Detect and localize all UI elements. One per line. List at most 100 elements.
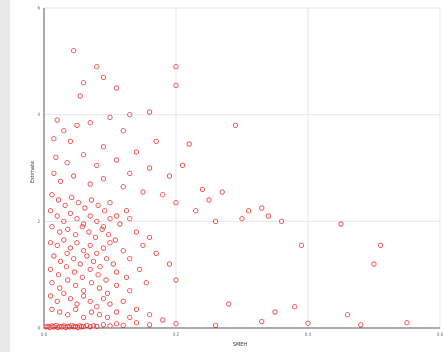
data-point [53, 154, 59, 160]
data-point [73, 282, 79, 288]
y-tick-label: 2 [37, 219, 40, 224]
data-point [87, 242, 93, 248]
data-point [57, 229, 63, 235]
data-point [71, 269, 78, 275]
data-point [55, 272, 62, 278]
data-point [74, 122, 80, 128]
data-point [117, 221, 123, 227]
data-point [305, 320, 311, 326]
data-point [54, 213, 60, 219]
data-point [96, 312, 103, 318]
data-point [62, 202, 68, 208]
x-axis-label: SMEH [233, 342, 248, 348]
data-point [226, 301, 232, 307]
data-point [73, 306, 79, 312]
data-point [107, 240, 113, 246]
data-point [100, 176, 107, 182]
data-point [100, 296, 107, 302]
data-point [160, 192, 166, 198]
y-tick-label: 6 [37, 6, 40, 11]
data-point [278, 218, 285, 224]
data-point [147, 322, 153, 328]
data-point [120, 298, 126, 304]
data-point [219, 189, 225, 195]
data-point [77, 93, 83, 99]
data-point [259, 318, 265, 325]
data-point [51, 253, 57, 259]
data-point [71, 256, 77, 262]
data-point [88, 280, 95, 286]
data-point [147, 312, 153, 318]
data-point [47, 208, 54, 214]
data-point [61, 237, 67, 243]
data-point [57, 285, 63, 291]
data-point [143, 280, 149, 286]
data-point [265, 213, 271, 219]
data-point [87, 298, 93, 304]
data-point [120, 248, 126, 254]
data-point [51, 136, 57, 142]
data-point [100, 322, 107, 328]
data-point [94, 250, 100, 256]
data-point [147, 234, 153, 240]
data-point [232, 122, 238, 128]
data-point [259, 205, 265, 211]
data-point [74, 240, 80, 246]
data-point [120, 128, 126, 134]
data-point [77, 261, 83, 267]
x-tick-label: 0.4 [305, 332, 312, 337]
data-point [67, 296, 74, 302]
data-point [140, 242, 146, 248]
data-point [199, 186, 205, 192]
data-point [65, 277, 71, 283]
data-point [71, 48, 77, 54]
data-point [206, 197, 212, 203]
data-point [81, 152, 87, 158]
data-point [95, 272, 101, 278]
data-point [54, 242, 60, 248]
data-point [88, 309, 95, 315]
data-point [292, 304, 298, 310]
data-point [114, 85, 120, 91]
data-point [133, 229, 139, 235]
data-point [97, 264, 103, 270]
plot-panel [10, 0, 445, 352]
data-point [166, 173, 172, 179]
data-point [94, 218, 100, 224]
data-point [57, 178, 64, 184]
data-point [173, 64, 179, 70]
x-tick-label: 0.0 [41, 332, 48, 337]
data-point [104, 290, 111, 296]
data-point [64, 160, 70, 166]
tick-labels: 0.0 0.2 0.4 0.6 0 2 4 6 [37, 6, 443, 338]
data-point [104, 256, 110, 262]
data-point [114, 321, 120, 327]
data-point [107, 200, 113, 206]
data-point [133, 320, 139, 326]
data-point [92, 234, 99, 240]
data-point [377, 242, 384, 248]
data-point [114, 309, 120, 315]
y-axis-label: Estimate [30, 161, 36, 183]
data-point [81, 80, 87, 86]
data-point [49, 280, 55, 286]
data-point [81, 323, 87, 329]
data-point [127, 256, 133, 262]
data-point [344, 312, 351, 318]
data-point [88, 197, 95, 203]
data-point [147, 165, 153, 171]
data-point [133, 306, 139, 312]
data-point [87, 120, 93, 126]
data-point [107, 216, 113, 222]
data-point [74, 301, 80, 307]
data-point [123, 274, 130, 280]
data-point [57, 258, 64, 264]
data-point [137, 266, 143, 272]
data-point [107, 301, 113, 307]
data-point [99, 226, 105, 232]
data-point [81, 248, 87, 254]
data-point [180, 162, 186, 168]
data-point [127, 170, 133, 176]
data-point [96, 285, 103, 291]
data-point [404, 320, 410, 326]
